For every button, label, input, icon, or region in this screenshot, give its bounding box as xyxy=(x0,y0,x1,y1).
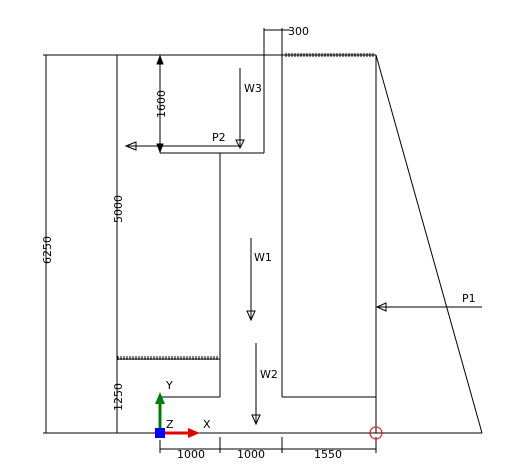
load-w2-arrow xyxy=(251,343,261,426)
hatch-middle xyxy=(117,356,220,360)
structure-outline xyxy=(45,54,483,434)
load-w3-arrow xyxy=(235,68,245,150)
ucs-z-label: Z xyxy=(166,418,174,431)
load-w2-label: W2 xyxy=(260,368,278,381)
origin-marker-icon xyxy=(369,426,383,440)
dimension-6250-label: 6250 xyxy=(41,236,54,264)
ucs-icon xyxy=(155,392,200,438)
ucs-x-label: X xyxy=(203,418,211,431)
ucs-y-label: Y xyxy=(165,379,173,392)
load-p1-arrow xyxy=(375,302,482,312)
dimension-5000-label: 5000 xyxy=(112,195,125,223)
load-w3-label: W3 xyxy=(244,82,262,95)
dimension-300 xyxy=(263,28,290,32)
load-w1-label: W1 xyxy=(254,251,272,264)
bottom-dimension-chain xyxy=(159,437,377,453)
dimension-1600-label: 1600 xyxy=(155,90,168,118)
dimension-300-label: 300 xyxy=(288,25,309,38)
hatch-top xyxy=(284,53,375,57)
load-p2-arrow xyxy=(124,141,240,151)
dimension-1000-b-label: 1000 xyxy=(237,448,265,461)
load-w1-arrow xyxy=(246,238,256,322)
dimension-1550-label: 1550 xyxy=(314,448,342,461)
load-p2-label: P2 xyxy=(212,131,226,144)
dimension-1000-a-label: 1000 xyxy=(177,448,205,461)
dimension-1250-label: 1250 xyxy=(112,383,125,411)
load-p1-label: P1 xyxy=(462,292,476,305)
